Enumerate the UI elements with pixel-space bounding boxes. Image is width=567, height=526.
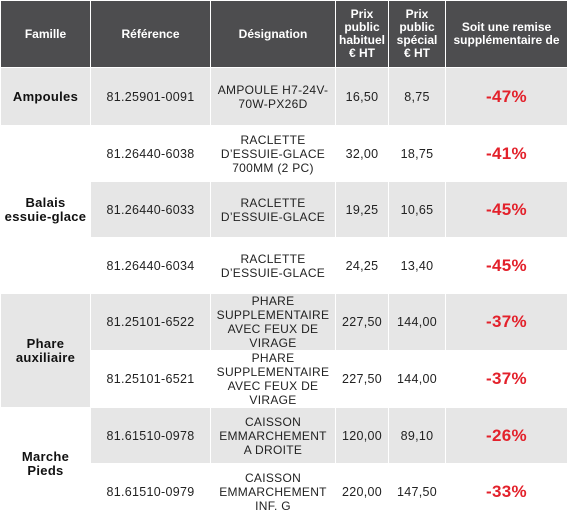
header-cell: Prix public habituel € HT: [335, 0, 389, 68]
reference: 81.25901-0091: [90, 67, 211, 126]
reference: 81.25101-6521: [90, 350, 211, 408]
usual-price: 19,25: [335, 181, 389, 238]
special-price: 8,75: [388, 67, 446, 126]
special-price: 144,00: [388, 350, 446, 408]
header-row: Famille Référence Désignation Prix public h…: [0, 0, 567, 68]
family-cell: Ampoules: [0, 67, 91, 126]
table-row: 81.26440-6034 RACLETTE D’ESSUIE-GLACE 24,2…: [1, 237, 567, 294]
table-row: Phare auxiliaire 81.25101-6522 PHARE SUPPL…: [0, 293, 567, 408]
designation: RACLETTE D’ESSUIE-GLACE: [210, 237, 336, 294]
table-body: Ampoules 81.25901-0091 AMPOULE H7-24V-70W-…: [0, 67, 567, 520]
usual-price: 16,50: [335, 67, 389, 126]
special-price: 147,50: [388, 463, 446, 520]
special-price: 10,65: [388, 181, 446, 238]
reference: 81.61510-0978: [90, 407, 211, 464]
table-row: Ampoules 81.25901-0091 AMPOULE H7-24V-70W-…: [0, 67, 567, 126]
designation: PHARE SUPPLEMENTAIRE AVEC FEUX DE VIRAGE: [210, 350, 336, 408]
discount: -37%: [445, 293, 567, 351]
special-price: 144,00: [388, 293, 446, 351]
header-cell: Référence: [90, 0, 211, 68]
designation: RACLETTE D’ESSUIE-GLACE: [210, 181, 336, 238]
table-row: Marche Pieds 81.61510-0978 CAISSON EMMARCH…: [0, 407, 567, 520]
table-row: 81.61510-0979 CAISSON EMMARCHEMENT INF. G…: [1, 463, 567, 520]
designation: PHARE SUPPLEMENTAIRE AVEC FEUX DE VIRAGE: [210, 293, 336, 351]
designation: RACLETTE D’ESSUIE-GLACE 700MM (2 PC): [210, 125, 336, 182]
table-row: 81.25101-6521 PHARE SUPPLEMENTAIRE AVEC F…: [1, 350, 567, 408]
designation: AMPOULE H7-24V-70W-PX26D: [210, 67, 336, 126]
usual-price: 227,50: [335, 350, 389, 408]
discount: -47%: [445, 67, 567, 126]
usual-price: 220,00: [335, 463, 389, 520]
discount: -45%: [445, 181, 567, 238]
discount: -33%: [445, 463, 567, 520]
discount: -26%: [445, 407, 567, 464]
reference: 81.25101-6522: [90, 293, 211, 351]
usual-price: 120,00: [335, 407, 389, 464]
header-cell: Famille: [0, 0, 91, 68]
family-cell: Phare auxiliaire: [0, 293, 91, 408]
reference: 81.26440-6034: [90, 237, 211, 294]
discount: -45%: [445, 237, 567, 294]
special-price: 18,75: [388, 125, 446, 182]
special-price: 13,40: [388, 237, 446, 294]
family-cell: Marche Pieds: [0, 407, 91, 520]
usual-price: 32,00: [335, 125, 389, 182]
table-row: 81.26440-6033 RACLETTE D’ESSUIE-GLACE 19,2…: [1, 181, 567, 238]
header-cell: Désignation: [210, 0, 336, 68]
designation: CAISSON EMMARCHEMENT INF. G: [210, 463, 336, 520]
header-cell: Soit une remise supplémentaire de: [445, 0, 567, 68]
reference: 81.26440-6038: [90, 125, 211, 182]
family-cell: Balais essuie-glace: [0, 125, 91, 294]
discount: -37%: [445, 350, 567, 408]
discount: -41%: [445, 125, 567, 182]
header-cell: Prix public spécial € HT: [388, 0, 446, 68]
designation: CAISSON EMMARCHEMENT A DROITE: [210, 407, 336, 464]
usual-price: 227,50: [335, 293, 389, 351]
reference: 81.61510-0979: [90, 463, 211, 520]
special-price: 89,10: [388, 407, 446, 464]
usual-price: 24,25: [335, 237, 389, 294]
table-row: Balais essuie-glace 81.26440-6038 RACLETTE…: [0, 125, 567, 294]
reference: 81.26440-6033: [90, 181, 211, 238]
